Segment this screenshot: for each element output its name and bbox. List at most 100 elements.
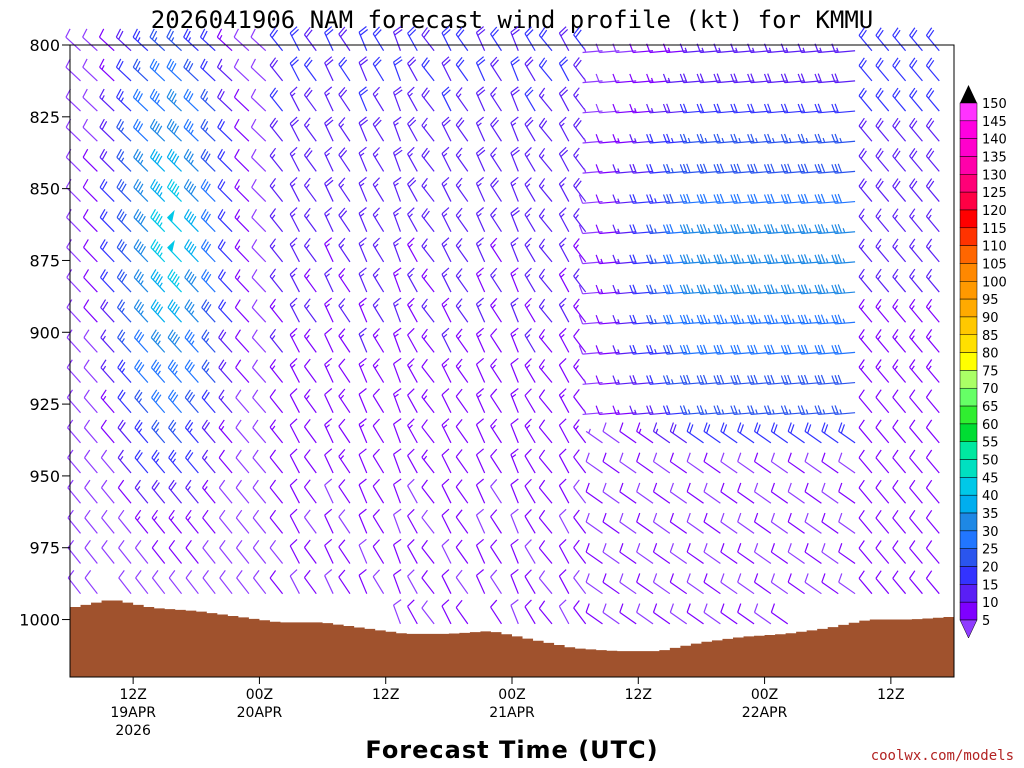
barb-full (925, 359, 933, 368)
barb-full (632, 194, 637, 204)
barb-staff (455, 154, 469, 172)
barb-full (421, 358, 428, 368)
barb-full (441, 327, 450, 335)
wind-barb (133, 299, 149, 323)
barb-full (629, 254, 634, 264)
barb-full (289, 388, 298, 396)
barb-half (839, 409, 843, 415)
barb-full (372, 26, 381, 35)
wind-barb (821, 482, 839, 504)
barb-staff (573, 185, 587, 202)
barb-full (100, 329, 107, 338)
barb-staff (858, 457, 873, 474)
barb-full (168, 539, 176, 549)
wind-barb (166, 28, 182, 52)
barb-staff (653, 521, 671, 534)
barb-full (524, 448, 532, 457)
barb-full (894, 29, 901, 39)
barb-staff (372, 33, 385, 52)
barb-half (788, 137, 792, 143)
barb-full (804, 543, 809, 553)
barb-full (652, 452, 658, 462)
wind-barb (441, 86, 452, 112)
barb-full (154, 303, 161, 313)
wind-barb (909, 178, 923, 202)
barb-full (909, 87, 916, 97)
barb-half (526, 183, 531, 188)
barb-full (393, 207, 402, 214)
barb-full (538, 449, 546, 458)
barb-full (753, 254, 758, 264)
barb-staff (510, 273, 519, 293)
barb-full (800, 405, 806, 415)
barb-staff (441, 183, 452, 202)
barb-staff (372, 154, 385, 172)
wind-barb (475, 56, 486, 82)
barb-full (858, 359, 865, 368)
wind-barb (858, 57, 873, 82)
barb-staff (909, 517, 923, 534)
barb-full (393, 478, 402, 485)
barb-full (524, 508, 532, 517)
barb-full (251, 239, 258, 248)
wind-barb (251, 148, 267, 172)
barb-full (666, 375, 671, 385)
barb-full (909, 449, 916, 459)
barb-full (538, 298, 546, 308)
wind-barb (490, 599, 502, 625)
barb-staff (407, 93, 418, 112)
barb-full (629, 315, 634, 325)
barb-full (927, 180, 935, 190)
barb-half (291, 213, 296, 218)
barb-half (138, 398, 143, 403)
barb-staff (184, 337, 199, 353)
barb-full (780, 194, 786, 204)
barb-full (783, 254, 789, 264)
barb-full (421, 509, 428, 518)
barb-full (696, 164, 702, 174)
barb-staff (510, 514, 519, 534)
barb-full (455, 328, 463, 337)
barb-staff (524, 123, 536, 142)
barb-full (324, 176, 333, 184)
barb-full (166, 118, 173, 128)
barb-full (476, 207, 485, 214)
barb-full (892, 268, 899, 278)
barb-full (787, 254, 792, 264)
barb-full (407, 388, 415, 396)
wind-barb (686, 452, 704, 474)
barb-staff (475, 62, 486, 82)
barb-full (767, 163, 772, 174)
wind-barb (558, 116, 570, 142)
barb-full (289, 357, 298, 366)
barb-half (860, 305, 865, 310)
barb-staff (252, 577, 267, 595)
wind-barb (669, 512, 688, 534)
barb-full (892, 208, 899, 217)
wind-barb (770, 422, 789, 444)
wind-barb (269, 87, 284, 112)
wind-barb (392, 327, 402, 353)
wind-barb (831, 405, 856, 416)
barb-full (730, 194, 735, 204)
barb-half (738, 137, 742, 143)
barb-full (132, 88, 139, 98)
barb-staff (269, 155, 284, 172)
barb-full (875, 419, 882, 428)
barb-full (118, 151, 125, 160)
x-tick-label: 19APR (110, 705, 156, 721)
barb-full (205, 273, 212, 283)
wind-barb (168, 419, 183, 444)
barb-staff (490, 274, 502, 293)
barb-full (858, 540, 865, 549)
wind-barb (737, 512, 755, 534)
barb-full (171, 123, 177, 133)
barb-full (578, 224, 584, 234)
barb-full (736, 374, 742, 384)
wind-barb (455, 117, 469, 142)
barb-full (838, 543, 843, 553)
barb-full (780, 375, 786, 385)
barb-staff (720, 551, 738, 565)
barb-full (303, 509, 311, 518)
wind-barb (358, 86, 369, 112)
